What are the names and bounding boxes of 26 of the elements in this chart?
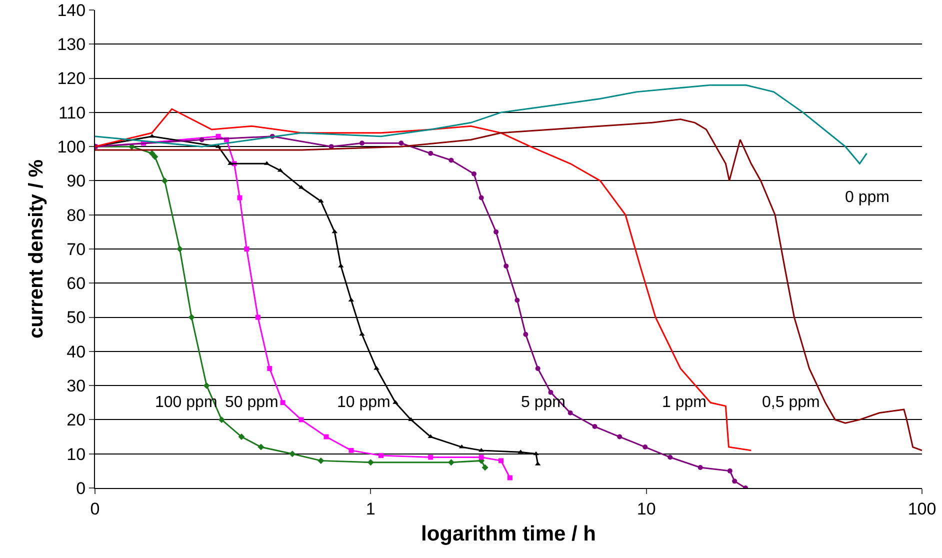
y-tick-label: 10 — [66, 444, 86, 464]
x-tick-label: 100 — [908, 499, 936, 518]
y-tick-label: 40 — [66, 342, 86, 362]
series-label: 0 ppm — [845, 189, 890, 206]
series-label: 0,5 ppm — [762, 394, 820, 411]
x-axis-title: logarithm time / h — [420, 522, 596, 546]
y-tick-label: 50 — [66, 308, 86, 328]
x-tick-label: 0 — [90, 499, 100, 518]
y-tick-label: 30 — [66, 376, 86, 396]
y-tick-label: 0 — [76, 478, 86, 498]
series-label: 50 ppm — [225, 394, 278, 411]
series-label: 10 ppm — [337, 394, 390, 411]
y-axis-title: current density / % — [26, 159, 48, 338]
y-tick-label: 130 — [57, 35, 86, 54]
y-tick-label: 90 — [66, 172, 86, 191]
x-tick-label: 10 — [636, 499, 656, 518]
x-tick-label: 1 — [366, 499, 376, 518]
y-tick-label: 80 — [66, 206, 86, 225]
y-tick-label: 20 — [66, 410, 86, 430]
y-tick-label: 100 — [57, 138, 86, 157]
y-tick-label: 120 — [57, 69, 86, 88]
series-label: 1 ppm — [662, 394, 706, 411]
y-tick-label: 110 — [58, 103, 86, 122]
y-tick-label: 140 — [57, 0, 86, 20]
y-tick-label: 60 — [66, 274, 86, 294]
y-tick-label: 70 — [66, 240, 86, 259]
